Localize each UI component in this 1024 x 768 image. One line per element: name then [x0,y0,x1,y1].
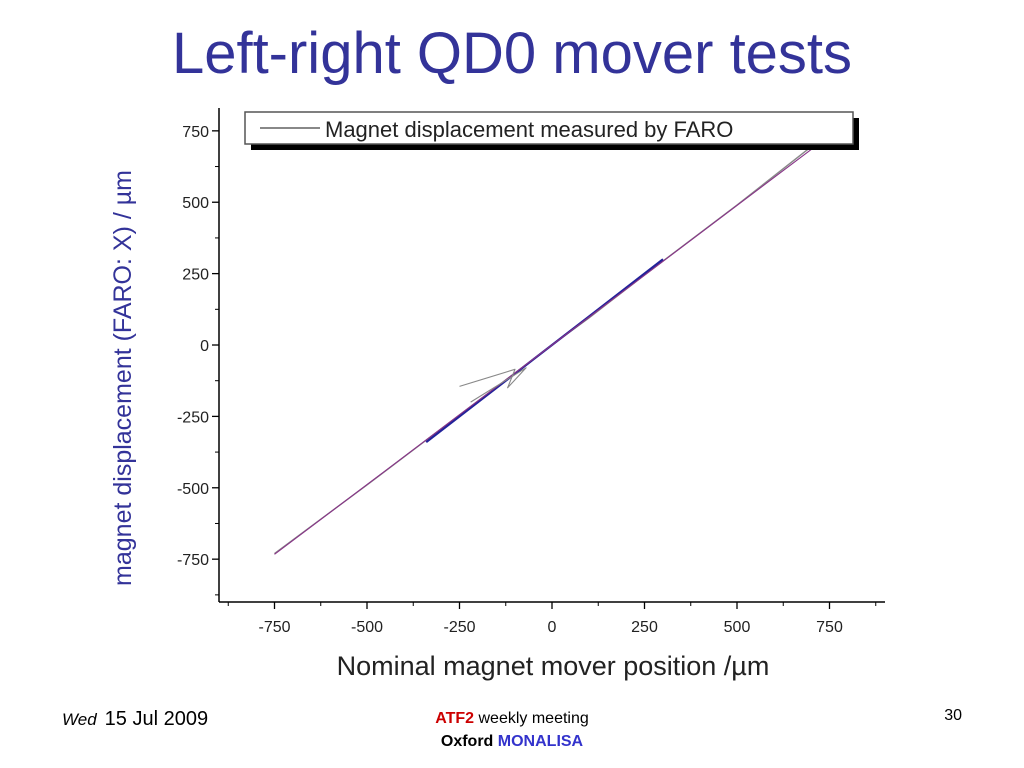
legend-box [244,111,854,145]
x-tick-label: -500 [351,619,383,636]
y-tick-label: -250 [177,409,209,426]
footer-day: Wed [62,710,97,729]
y-axis-label: magnet displacement (FARO: X) / µm [109,170,137,586]
y-tick-label: 0 [200,338,209,355]
chart-ticks: -750 -500 -250 0 250 500 750 750 500 250 0 -250 -500… [177,124,877,636]
series-line-3 [274,135,830,555]
x-axis-label: Nominal magnet mover position /µm [337,651,770,681]
slide-title: Left-right QD0 mover tests [171,21,853,86]
chart-axes [218,108,885,603]
x-tick-label: 250 [631,619,658,636]
footer-meeting-text: weekly meeting [478,710,589,727]
x-tick-label: -750 [258,619,290,636]
y-tick-label: 250 [182,267,209,284]
footer-date: Wed 15 Jul 2009 [62,708,208,731]
y-tick-label: 500 [182,195,209,212]
footer-date-text: 15 Jul 2009 [104,708,209,730]
chart-series-group [274,131,830,555]
x-tick-label: -250 [443,619,475,636]
chart: -750 -500 -250 0 250 500 750 750 500 250 0 -250 -500… [109,108,885,681]
x-tick-label: 0 [548,619,557,636]
chart-legend: Magnet displacement measured by FARO [244,111,859,150]
footer-monalisa: MONALISA [497,733,584,750]
page-number: 30 [944,707,962,724]
y-tick-label: -500 [177,481,209,498]
footer-atf2: ATF2 [435,710,475,727]
series-line-1 [274,131,830,555]
footer-oxford: Oxford [440,733,494,750]
y-tick-label: -750 [177,552,209,569]
series-line-4 [459,367,527,403]
legend-entry-label: Magnet displacement measured by FARO [325,117,733,142]
y-tick-label: 750 [182,124,209,141]
footer-meeting: ATF2 weekly meeting Oxford MONALISA [362,707,662,753]
x-tick-label: 750 [816,619,843,636]
x-tick-label: 500 [724,619,751,636]
